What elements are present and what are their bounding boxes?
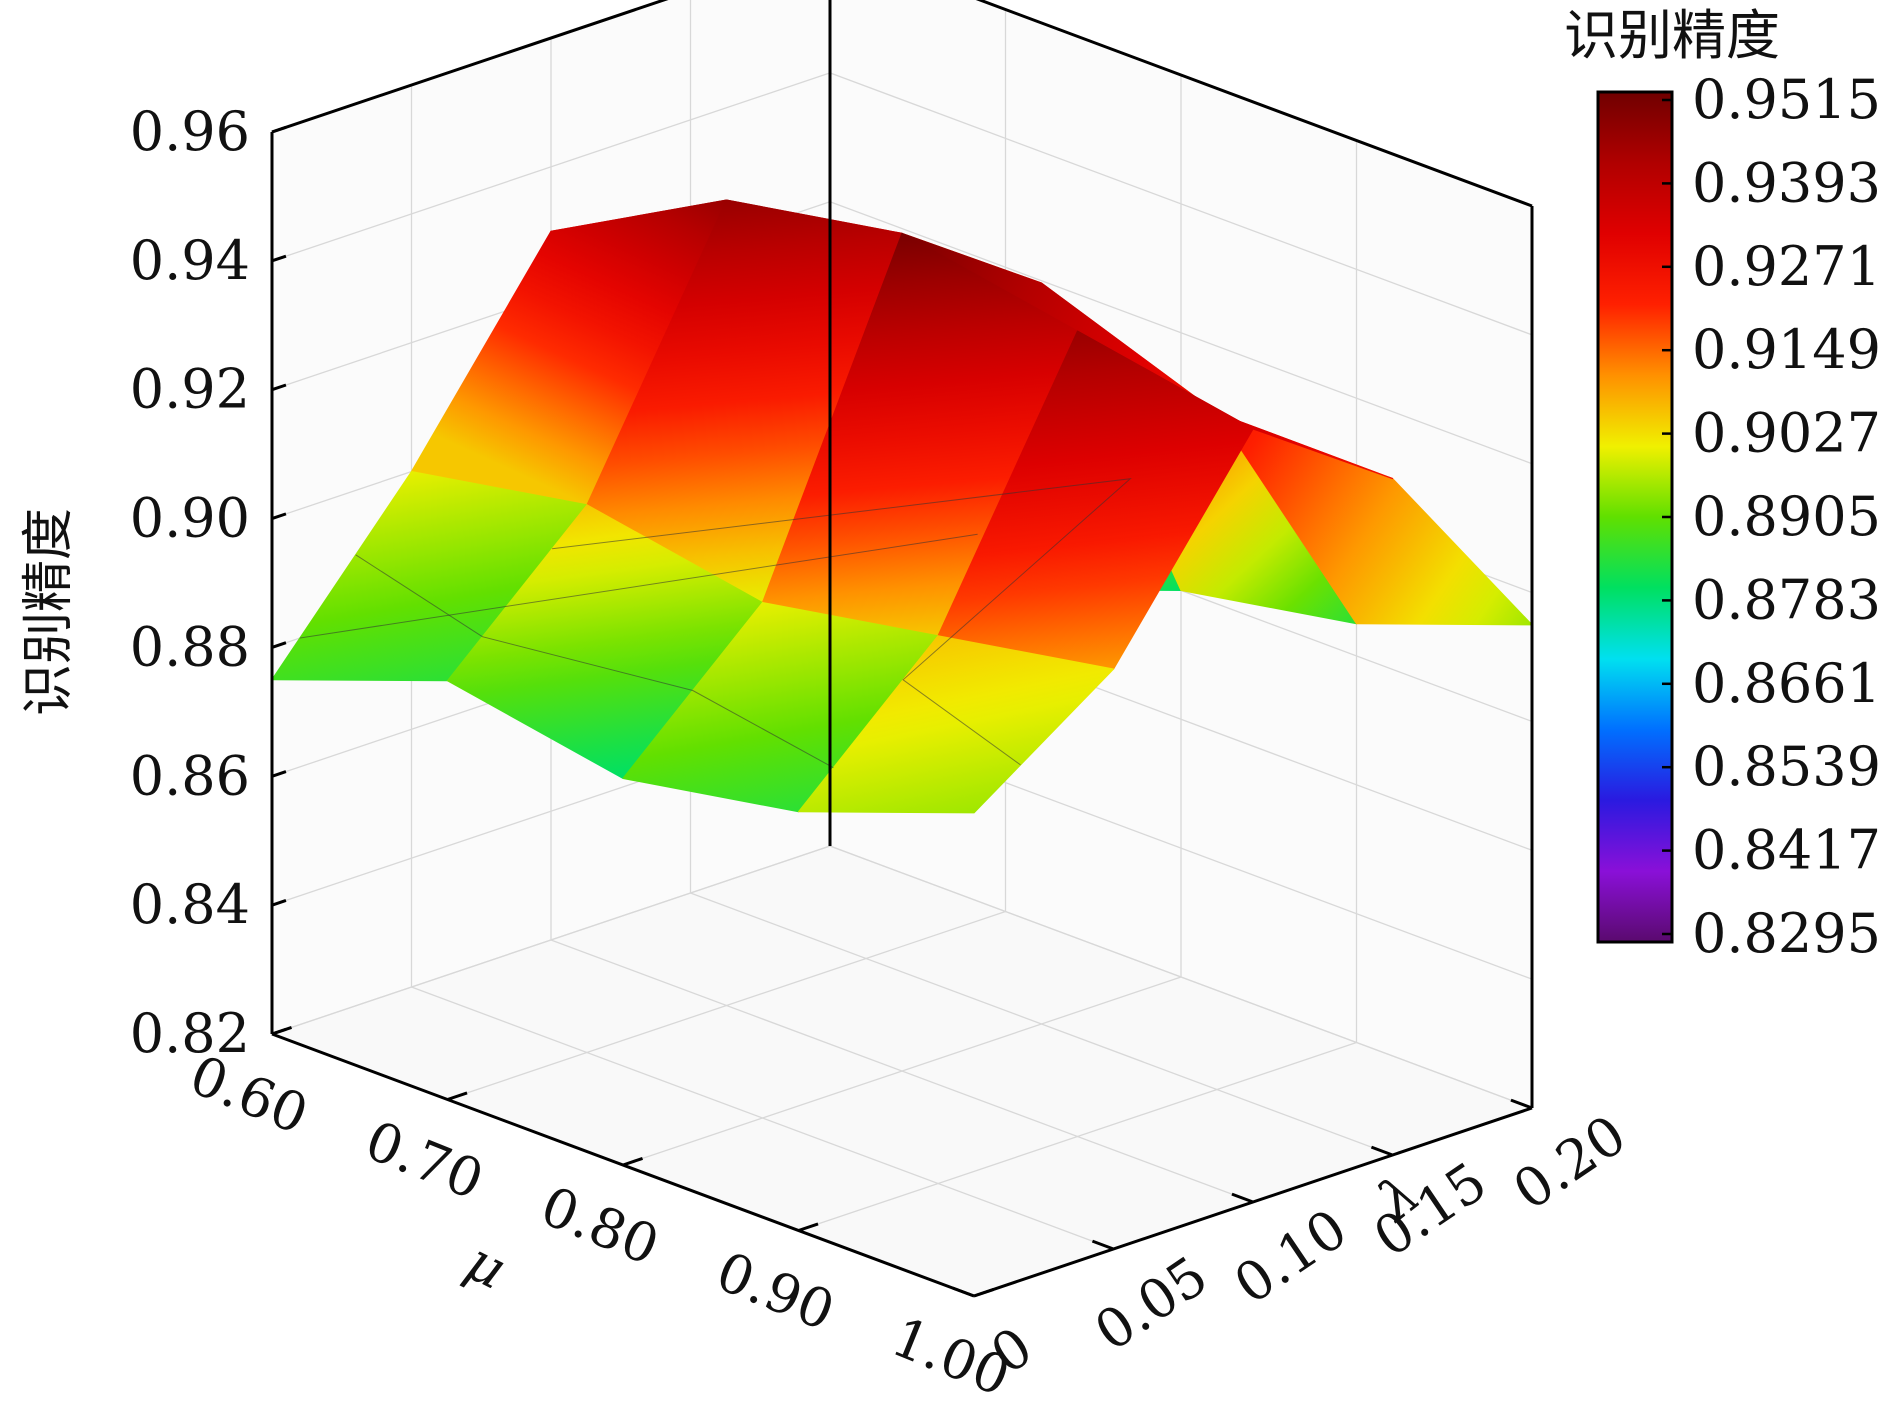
- z-tick: [271, 899, 287, 907]
- contour-line: [355, 554, 834, 769]
- colorbar-tick-label: 0.8905: [1692, 485, 1881, 548]
- z-tick: [271, 383, 287, 392]
- z-tick: [271, 641, 287, 649]
- surface-plot: [271, 199, 1533, 814]
- y-tick: [1231, 1192, 1254, 1204]
- z-tick: [271, 254, 287, 263]
- grid-line-z-left: [271, 845, 831, 1035]
- axes-frame: [270, 0, 1534, 1298]
- y-tick: [952, 1286, 975, 1298]
- colorbar-tick-label: 0.9027: [1692, 402, 1881, 465]
- z-tick-label: 0.96: [130, 100, 250, 163]
- x-tick: [973, 1287, 995, 1298]
- colorbar-gradient: [1596, 90, 1674, 944]
- z-tick-label: 0.86: [130, 744, 250, 807]
- x-tick: [447, 1091, 468, 1101]
- colorbar-tick-label: 0.8661: [1692, 652, 1881, 715]
- contour-line: [552, 478, 1132, 766]
- colorbar-tick-label: 0.9393: [1692, 151, 1881, 214]
- z-tick-label: 0.90: [130, 487, 250, 550]
- colorbar-title: 识别精度: [1564, 4, 1780, 67]
- z-tick: [271, 512, 287, 520]
- colorbar-tick-label: 0.9149: [1692, 318, 1881, 381]
- y-tick: [1510, 1098, 1533, 1110]
- colorbar-tick-label: 0.8295: [1692, 902, 1881, 965]
- x-tick: [622, 1156, 644, 1167]
- frame-top-back: [975, 0, 1533, 208]
- tick-marks: [271, 125, 1533, 1298]
- y-tick: [1091, 1239, 1115, 1251]
- y-tick: [1370, 1145, 1394, 1157]
- colorbar-tick-label: 0.8539: [1692, 735, 1881, 798]
- surface-facet: [797, 635, 1115, 814]
- grid-line-z-back: [829, 845, 1533, 1109]
- grid-line-y-floor: [550, 939, 1254, 1203]
- z-tick-label: 0.84: [130, 873, 250, 936]
- grid-line-z-back: [829, 201, 1533, 465]
- colorbar-tick-label: 0.8417: [1692, 819, 1881, 882]
- z-tick: [271, 125, 287, 134]
- colorbar-tick-label: 0.9515: [1692, 68, 1881, 131]
- x-tick: [798, 1222, 819, 1232]
- z-tick: [271, 1027, 287, 1036]
- colorbar: 0.9515 0.9393 0.9271 0.9149 0.9027 0.8905 0.87…: [1596, 68, 1881, 965]
- z-tick-label: 0.92: [130, 358, 250, 421]
- z-tick-label: 0.94: [130, 229, 250, 292]
- grid-line-z-back: [829, 72, 1533, 336]
- colorbar-tick-label: 0.8783: [1692, 568, 1881, 631]
- grid-line-z-left: [271, 72, 831, 262]
- frame-top-left: [271, 0, 669, 134]
- grid-line-y-floor: [690, 892, 1393, 1156]
- z-tick-label: 0.88: [130, 615, 250, 678]
- colorbar-tick-label: 0.9271: [1692, 235, 1881, 298]
- z-tick: [271, 770, 287, 778]
- z-axis-label: 识别精度: [19, 508, 79, 716]
- grid-line-y-floor: [411, 986, 1114, 1250]
- contour-line: [299, 533, 978, 639]
- z-tick-label: 0.82: [130, 1002, 250, 1065]
